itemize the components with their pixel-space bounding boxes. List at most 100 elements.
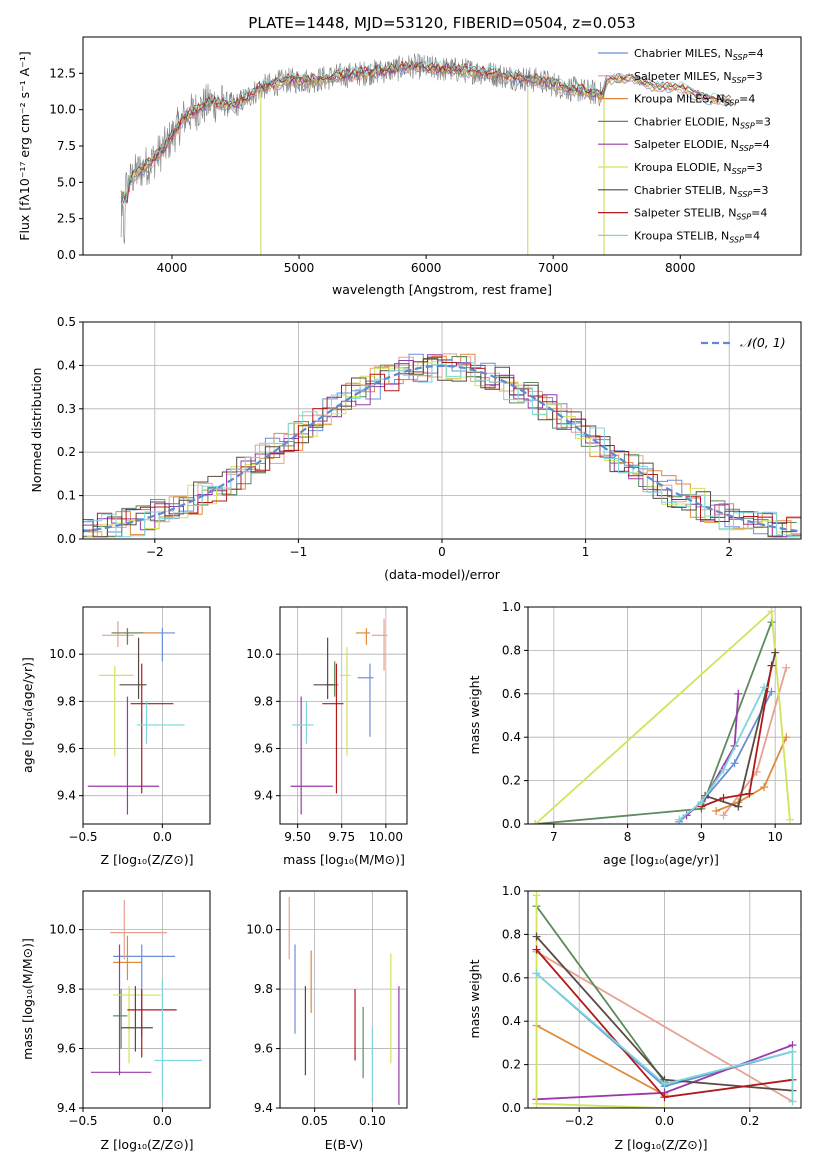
x-tick-label: 2 (725, 545, 733, 559)
y-tick-label: 0.2 (502, 1058, 521, 1072)
spectrum-legend: Chabrier MILES, NSSP=4 Salpeter MILES, NS… (598, 47, 771, 244)
y-tick-label: 10.0 (49, 647, 76, 661)
legend-subscript: SSP (740, 121, 755, 130)
mass-weight-line (535, 972, 794, 1102)
model-spectrum-line (120, 61, 732, 203)
x-tick-label: 7000 (538, 261, 569, 275)
mass-weight-line (536, 1024, 665, 1096)
weight-vs-metallicity-panel: −0.2 0.0 0.2 0.0 0.2 0.4 0.6 0.8 1.0 (502, 884, 802, 1128)
residual-legend: 𝒩(0, 1) (701, 335, 786, 350)
mass-weight-line (534, 609, 791, 824)
mass-vs-metallicity-panel: −0.5 0.0 9.4 9.6 9.8 10.0 (49, 890, 211, 1128)
y-tick-label: 10.0 (49, 923, 76, 937)
y-tick-label: 10.0 (246, 923, 273, 937)
legend-label: Chabrier STELIB, NSSP=3 (634, 184, 768, 199)
residual-histogram (83, 353, 797, 538)
legend-value: =3 (746, 161, 762, 174)
x-tick-label: −0.2 (565, 1114, 594, 1128)
legend-label: Salpeter ELODIE, NSSP=4 (634, 138, 770, 153)
x-tick-label: 10.00 (369, 830, 403, 844)
y-tick-label: 10.0 (246, 647, 273, 661)
x-tick-label: 1 (582, 545, 590, 559)
spectrum-ylabel: Flux [fλ10⁻¹⁷ erg cm⁻² s⁻¹ A⁻¹] (17, 51, 32, 240)
plot-area (120, 52, 732, 255)
axes-frame (279, 606, 408, 825)
y-tick-label: 0.1 (57, 489, 76, 503)
x-tick-label: 6000 (411, 261, 442, 275)
legend-value: =3 (746, 70, 762, 83)
y-tick-label: 9.6 (254, 1042, 273, 1056)
weight-vs-metallicity-ylabel: mass weight (467, 959, 482, 1038)
y-tick-label: 0.4 (502, 1014, 521, 1028)
legend-label: Kroupa STELIB, NSSP=4 (634, 229, 760, 244)
spectrum-xlabel: wavelength [Angstrom, rest frame] (332, 282, 552, 297)
y-tick-label: 9.4 (254, 789, 273, 803)
y-tick-label: 0.2 (57, 445, 76, 459)
x-tick-label: −2 (146, 545, 164, 559)
y-tick-label: 9.8 (254, 982, 273, 996)
x-tick-label: 0.0 (153, 830, 172, 844)
plot-area (290, 618, 388, 815)
y-tick-label: 0.6 (502, 687, 521, 701)
legend-value: =4 (747, 47, 763, 60)
x-tick-label: −1 (290, 545, 308, 559)
y-tick-label: 0.5 (57, 315, 76, 329)
y-tick-label: 2.5 (57, 212, 76, 226)
x-tick-label: 9.75 (328, 830, 355, 844)
axes-frame (527, 890, 802, 1109)
legend-subscript: SSP (729, 235, 744, 244)
y-tick-label: 0.8 (502, 643, 521, 657)
x-tick-label: 9 (698, 830, 706, 844)
y-tick-label: 0.6 (502, 971, 521, 985)
y-tick-label: 1.0 (502, 884, 521, 898)
axes-frame (527, 606, 802, 825)
legend-value: =3 (755, 115, 771, 128)
legend-value: =4 (739, 93, 755, 106)
y-tick-label: 0.0 (502, 1101, 521, 1115)
y-tick-label: 0.0 (57, 248, 76, 262)
age-vs-metallicity-xlabel: Z [log₁₀(Z/Z⊙)] (101, 852, 194, 867)
spectrum-panel: 4000 5000 6000 7000 8000 0.0 2.5 5.0 7.5 10.0 12.5 (49, 36, 802, 275)
y-tick-label: 5.0 (57, 175, 76, 189)
x-tick-label: 7 (550, 830, 558, 844)
axes-frame (82, 606, 211, 825)
plot-area (90, 899, 203, 1100)
y-tick-label: 0.4 (502, 730, 521, 744)
legend-subscript: SSP (739, 144, 754, 153)
residual-histogram (87, 361, 801, 538)
weight-vs-age-xlabel: age [log₁₀(age/yr)] (603, 852, 719, 867)
plot-area (532, 891, 797, 1108)
legend-subscript: SSP (738, 190, 753, 199)
x-tick-label: −0.5 (68, 830, 97, 844)
residual-panel: −2 −1 0 1 2 0.0 0.1 0.2 0.3 0.4 0.5 (57, 315, 802, 559)
age-vs-mass-xlabel: mass [log₁₀(M/M⊙)] (283, 852, 405, 867)
spectrum-title: PLATE=1448, MJD=53120, FIBERID=0504, z=0… (248, 14, 635, 32)
x-tick-label: 5000 (284, 261, 315, 275)
y-tick-label: 9.8 (254, 694, 273, 708)
y-tick-label: 1.0 (502, 600, 521, 614)
x-tick-label: 0.0 (153, 1114, 172, 1128)
plot-area (531, 607, 794, 824)
y-tick-label: 9.8 (57, 982, 76, 996)
x-tick-label: 0 (438, 545, 446, 559)
y-tick-label: 7.5 (57, 139, 76, 153)
x-tick-label: 10 (768, 830, 783, 844)
y-tick-label: 0.2 (502, 774, 521, 788)
legend-label: Kroupa MILES, NSSP=4 (634, 93, 755, 108)
y-tick-label: 0.3 (57, 402, 76, 416)
x-tick-label: 4000 (157, 261, 188, 275)
axes-frame (82, 321, 802, 540)
x-tick-label: −0.5 (68, 1114, 97, 1128)
mass-weight-line (678, 686, 765, 821)
x-tick-label: 0.05 (301, 1114, 328, 1128)
legend-label: Kroupa ELODIE, NSSP=3 (634, 161, 763, 176)
axes-frame (82, 36, 802, 256)
legend-label: Chabrier ELODIE, NSSP=3 (634, 115, 771, 130)
y-tick-label: 10.0 (49, 103, 76, 117)
age-vs-metallicity-ylabel: age [log₁₀(age/yr)] (20, 657, 35, 773)
legend-label: Salpeter MILES, NSSP=3 (634, 70, 763, 85)
weight-vs-age-panel: 7 8 9 10 0.0 0.2 0.4 0.6 0.8 1.0 (502, 600, 802, 844)
mass-weight-line (535, 905, 666, 1083)
residual-histogram (87, 362, 801, 538)
